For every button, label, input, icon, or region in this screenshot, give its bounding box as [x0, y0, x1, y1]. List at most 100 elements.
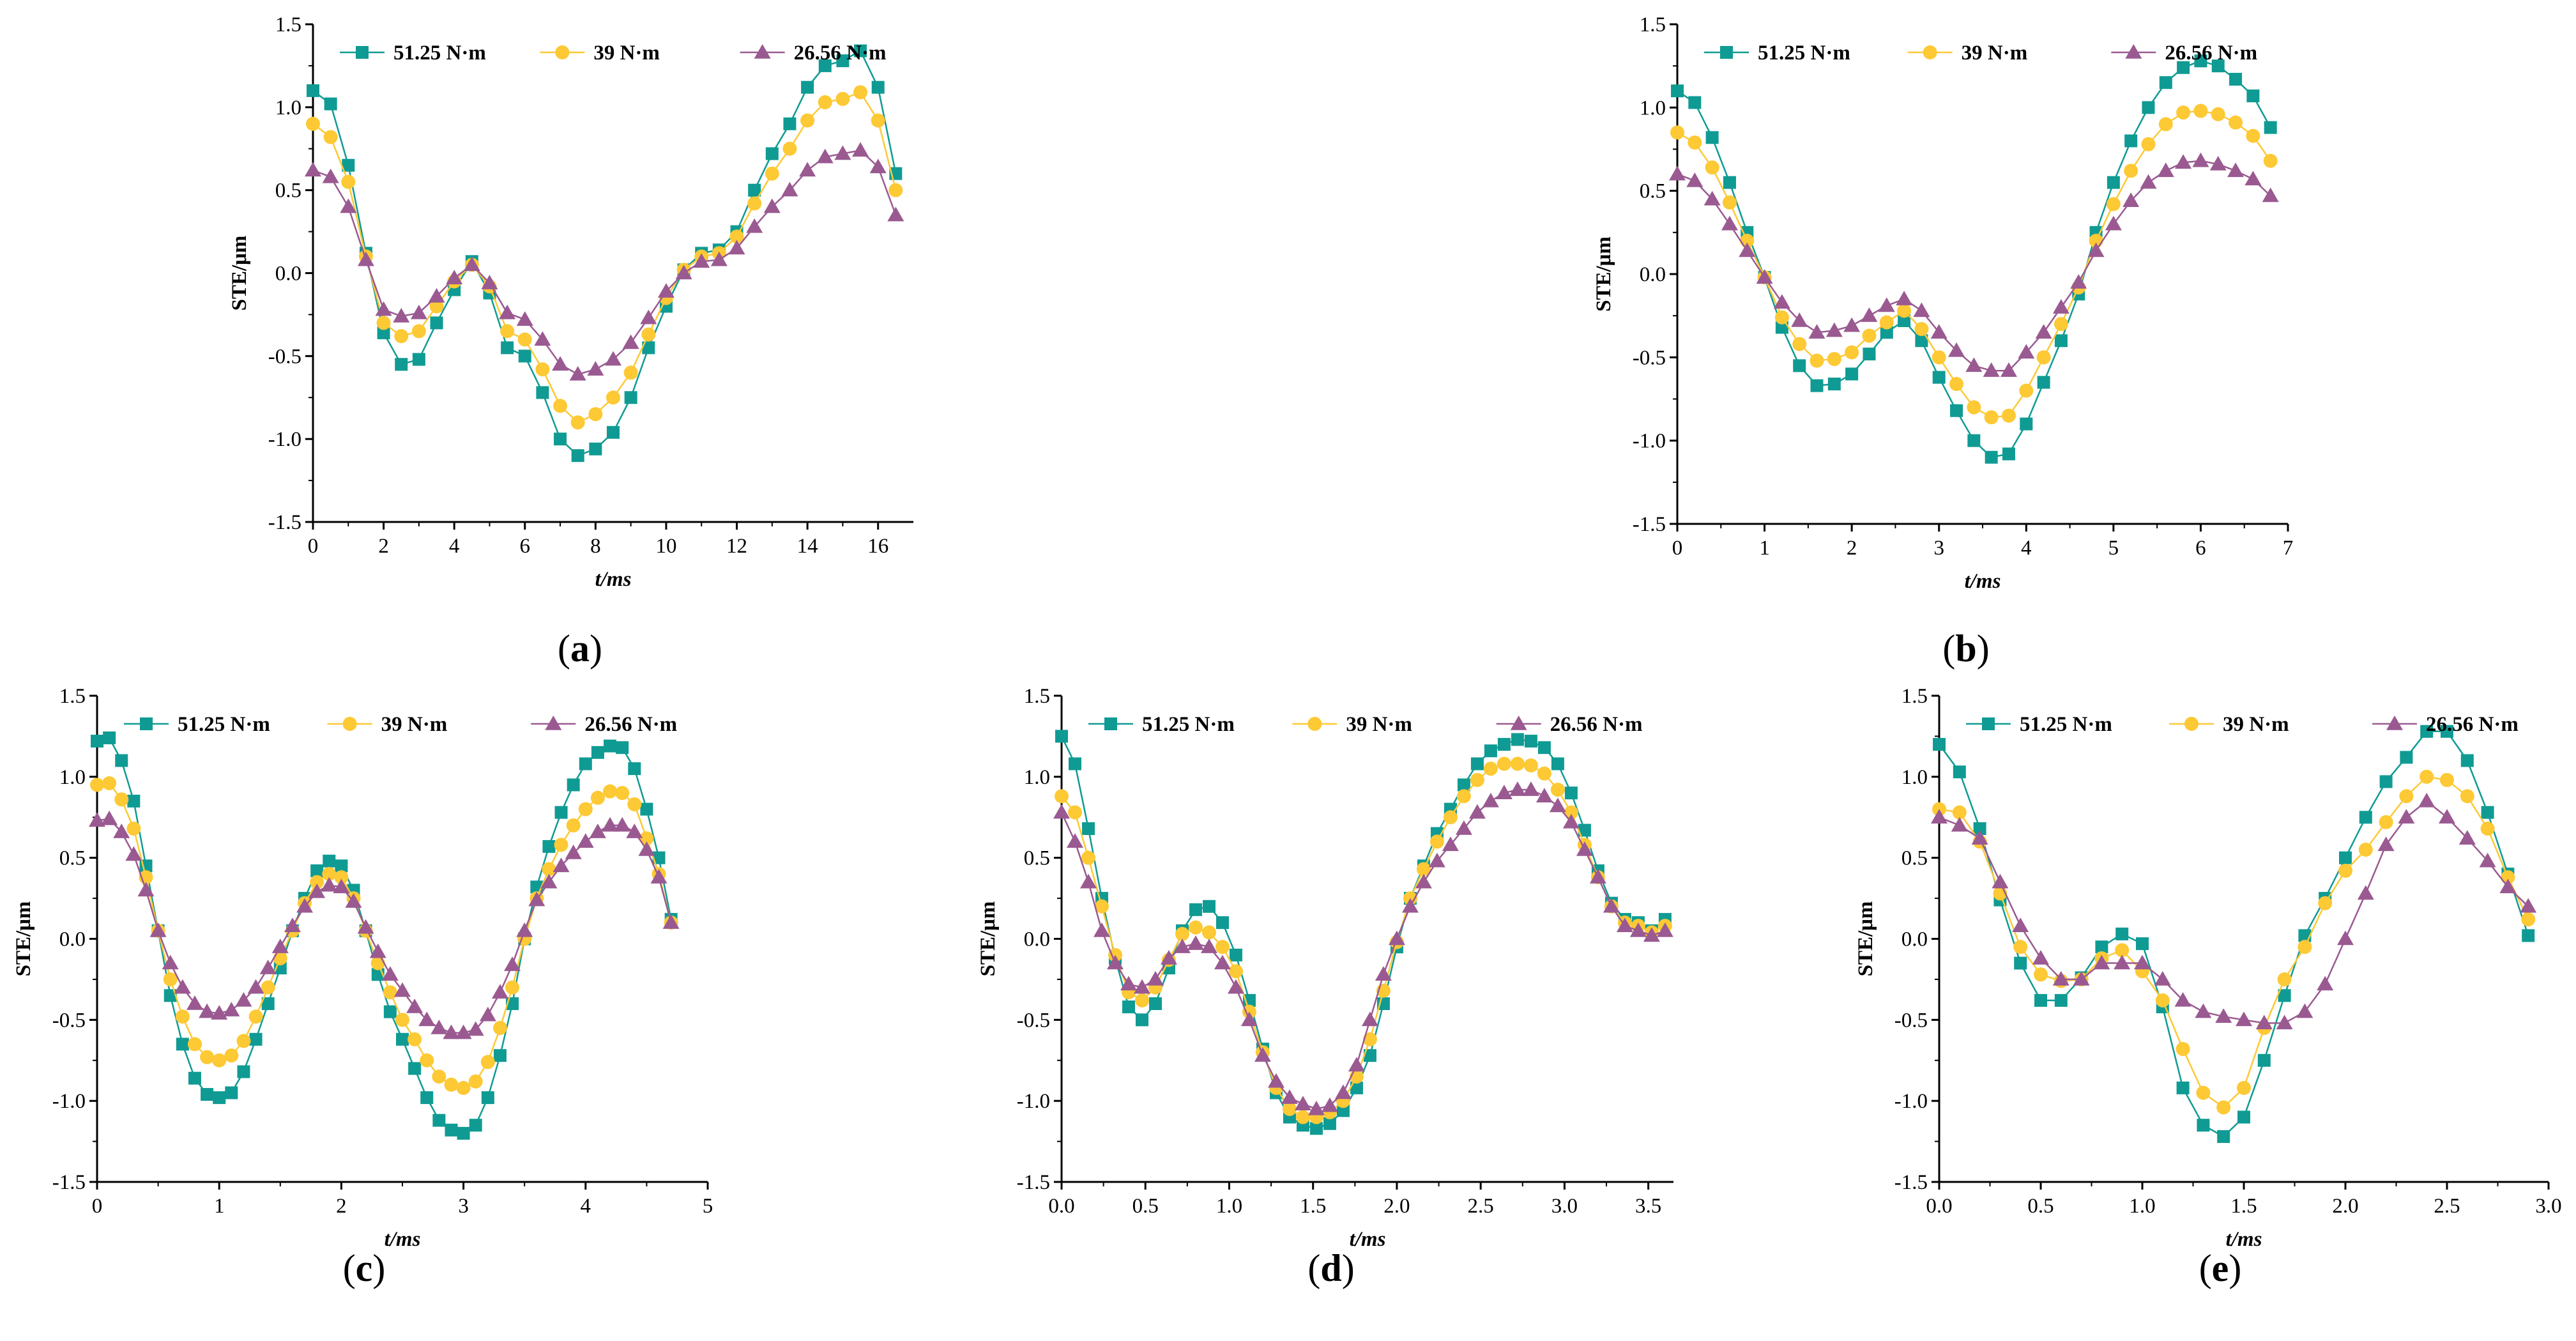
- series-2-point: [1429, 834, 1444, 849]
- series-3-point: [1482, 792, 1499, 808]
- series-1-point: [2107, 176, 2120, 189]
- series-1-point: [176, 1038, 189, 1051]
- series-2-point: [383, 985, 397, 1000]
- series-1-point: [1229, 948, 1242, 962]
- series-3-point: [186, 995, 203, 1010]
- series-1-point: [2379, 775, 2393, 788]
- series-1-point: [836, 54, 850, 68]
- series-3-point: [1093, 922, 1110, 937]
- series-3-point: [101, 810, 118, 825]
- y-tick-label: 0.0: [1902, 928, 1928, 951]
- y-tick-label: 0.5: [275, 180, 301, 203]
- series-2-point: [623, 365, 638, 380]
- series-1-point: [854, 44, 867, 57]
- series-1-point: [188, 1071, 201, 1085]
- series-3-point: [1951, 816, 1968, 832]
- series-1-point: [249, 1032, 263, 1046]
- series-2-point: [1688, 135, 1702, 150]
- series-1-point: [2159, 76, 2172, 89]
- series-1-point: [2177, 61, 2190, 74]
- series-3-point: [1079, 873, 1097, 889]
- series-2-point: [1722, 195, 1737, 210]
- series-2-point: [641, 327, 656, 342]
- legend-entry: 26.56 N·m: [2426, 713, 2519, 736]
- series-3-point: [345, 893, 362, 908]
- series-line-2: [1939, 776, 2529, 1108]
- series-2-point: [1952, 805, 1967, 820]
- series-line-3: [312, 149, 897, 376]
- series-2-point: [126, 822, 141, 836]
- series-1-point: [2217, 1130, 2230, 1143]
- series-1-point: [604, 739, 617, 753]
- x-tick-label: 5: [2108, 537, 2119, 560]
- series-2-point: [2034, 967, 2048, 982]
- series-3-point: [357, 919, 374, 934]
- series-3-point: [1066, 833, 1083, 848]
- x-tick-label: 3.0: [2535, 1195, 2561, 1218]
- series-1-point: [501, 341, 514, 355]
- series-1-point: [2054, 334, 2068, 348]
- series-1-point: [579, 757, 592, 770]
- series-3-point: [587, 361, 604, 376]
- y-tick-label: 0.5: [1902, 847, 1928, 870]
- series-3-point: [223, 1002, 240, 1016]
- series-3-point: [431, 1020, 448, 1034]
- series-1-point: [1148, 997, 1162, 1010]
- x-tick-label: 2: [1847, 537, 1857, 560]
- series-1-point: [420, 1091, 434, 1105]
- series-1-point: [2481, 806, 2494, 819]
- series-3-point: [1878, 297, 1895, 312]
- series-1-point: [1932, 371, 1946, 384]
- y-axis-title: STE/μm: [977, 901, 1000, 977]
- series-2-point: [236, 1034, 251, 1048]
- y-tick-label: 1.0: [275, 96, 301, 119]
- y-tick-label: 1.5: [275, 13, 301, 36]
- series-3-point: [1896, 291, 1913, 305]
- legend-marker: [1510, 716, 1527, 730]
- series-1-point: [1723, 176, 1736, 189]
- series-2-point: [2379, 815, 2393, 829]
- series-2-point: [1949, 377, 1964, 392]
- series-3-point: [1522, 781, 1539, 796]
- series-line-1: [1938, 730, 2529, 1138]
- series-2-point: [578, 802, 593, 816]
- series-3-point: [640, 309, 657, 325]
- legend-entry: 39 N·m: [1346, 713, 1412, 736]
- y-tick-label: 0.5: [59, 847, 86, 870]
- series-2-point: [310, 875, 324, 889]
- series-1-point: [2034, 993, 2047, 1007]
- series-2-point: [1443, 810, 1458, 825]
- series-2-point: [782, 141, 797, 156]
- y-tick-label: -1.5: [1017, 1171, 1050, 1194]
- series-1-point: [481, 1091, 494, 1105]
- series-1-point: [1484, 744, 1497, 758]
- series-3-point: [657, 283, 674, 298]
- series-2-point: [1362, 1032, 1377, 1046]
- x-tick-label: 8: [590, 535, 601, 558]
- series-3-point: [1825, 322, 1843, 337]
- series-1-point: [2014, 956, 2027, 970]
- series-1-point: [518, 349, 531, 363]
- series-2-point: [2358, 842, 2373, 857]
- series-3-point: [2114, 954, 2131, 970]
- series-1-point: [616, 741, 629, 755]
- series-1-point: [1810, 379, 1824, 392]
- series-3-point: [1992, 873, 2009, 889]
- series-2-point: [376, 316, 391, 330]
- series-3-point: [650, 869, 667, 884]
- series-1-point: [2115, 927, 2129, 940]
- legend-entry: 39 N·m: [1962, 42, 2028, 65]
- series-3-point: [781, 181, 798, 197]
- series-1-point: [1933, 738, 1946, 751]
- series-2-point: [2501, 870, 2515, 885]
- series-3-point: [2317, 976, 2334, 991]
- series-3-point: [1931, 809, 1947, 824]
- legend-marker: [2125, 44, 2142, 59]
- series-2-point: [1879, 315, 1894, 330]
- chart-panel-a: -1.5 -1.0 -0.5 0.0 0.5 1.0 1.5 0 2 4 6 8 10 12 14 16 t/m…: [228, 13, 913, 670]
- series-1-point: [2420, 724, 2434, 738]
- series-3-point: [381, 966, 399, 981]
- series-1-point: [1511, 733, 1524, 746]
- series-3-point: [199, 1003, 216, 1018]
- series-1-point: [2237, 1110, 2250, 1124]
